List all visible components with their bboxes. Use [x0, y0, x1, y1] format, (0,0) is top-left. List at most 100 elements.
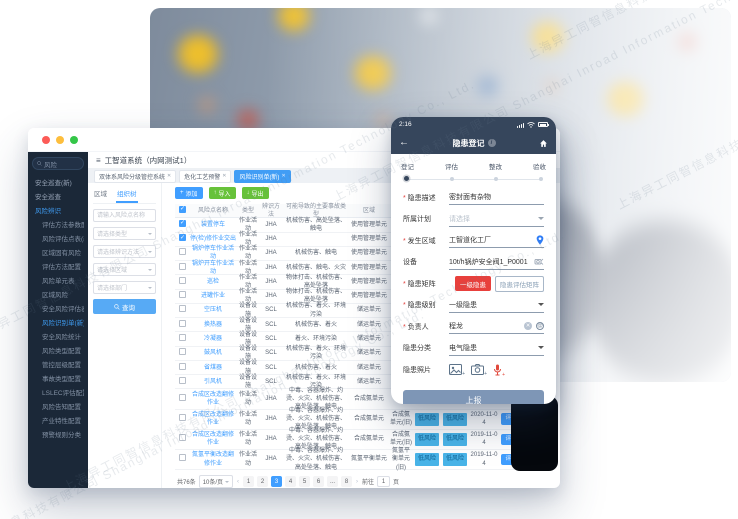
risk-point-link[interactable]: 锅炉停车作业活动 — [191, 246, 234, 261]
risk-point-link[interactable]: 合成区改造翻修作业 — [191, 412, 234, 427]
level-select[interactable]: 一级隐患 — [449, 298, 544, 313]
filter-select[interactable]: 请选择部门 — [93, 281, 156, 294]
close-tab-icon[interactable]: ✕ — [281, 173, 286, 179]
sidebar-item[interactable]: 事故类型配置 — [32, 371, 84, 385]
row-checkbox[interactable] — [178, 434, 186, 442]
sidebar-item[interactable]: 区域风险 — [32, 287, 84, 301]
risk-point-link[interactable]: 装置停车 — [200, 221, 225, 228]
workspace-tab[interactable]: 危化工艺预警 ✕ — [179, 169, 232, 183]
sidebar-item[interactable]: 区域固有风险 — [32, 245, 84, 259]
row-checkbox[interactable] — [178, 291, 186, 299]
minimize-window-icon[interactable] — [56, 135, 64, 144]
row-checkbox[interactable] — [178, 414, 186, 422]
submit-button[interactable]: 上报 — [403, 389, 544, 404]
risk-point-link[interactable]: 鼓风机 — [203, 350, 222, 357]
contact-picker-icon[interactable]: @ — [536, 322, 544, 331]
record-audio-icon[interactable] — [493, 364, 505, 378]
maximize-window-icon[interactable] — [70, 135, 78, 144]
evaluate-button[interactable]: 评估 — [501, 413, 521, 425]
row-checkbox[interactable] — [178, 219, 186, 227]
risk-point-link[interactable]: 空压机 — [203, 307, 222, 314]
page-number-button[interactable]: 5 — [299, 476, 311, 488]
sidebar-item[interactable]: 安全巡查 — [32, 189, 84, 203]
filter-tab[interactable]: 组织树 — [116, 186, 138, 203]
row-checkbox[interactable] — [178, 348, 186, 356]
next-page-button[interactable]: › — [356, 478, 359, 485]
plan-select[interactable]: 请选择 — [449, 212, 544, 227]
page-number-button[interactable]: 4 — [285, 476, 297, 488]
risk-point-link[interactable]: 锅炉开车作业活动 — [191, 260, 234, 275]
close-tab-icon[interactable]: ✕ — [167, 173, 172, 179]
risk-point-link[interactable]: 氮氢平衡改造翻修作业 — [191, 452, 234, 467]
filter-select[interactable]: 请选择辨识方法 — [93, 245, 156, 258]
add-photo-icon[interactable] — [449, 364, 465, 377]
page-number-button[interactable]: 6 — [313, 476, 325, 488]
sidebar-item[interactable]: 风险辨识 — [32, 203, 84, 217]
info-icon[interactable]: i — [487, 139, 496, 147]
sidebar-item[interactable]: 评估方法参数配置 — [32, 217, 84, 231]
take-photo-icon[interactable] — [471, 364, 487, 377]
filter-select[interactable]: 请选择类型 — [93, 227, 156, 240]
menu-icon[interactable]: ≡ — [96, 155, 101, 165]
row-checkbox[interactable] — [178, 362, 186, 370]
risk-point-link[interactable]: 换热器 — [203, 321, 222, 328]
page-number-button[interactable]: 3 — [271, 476, 283, 488]
risk-point-link[interactable]: 引风机 — [203, 378, 222, 385]
risk-point-link[interactable]: 巡检 — [206, 278, 219, 285]
device-picker[interactable]: 10t/h锅炉安全阀1_P0001 — [449, 255, 544, 270]
owner-input[interactable]: 程龙 ✕ @ — [449, 319, 544, 335]
hazard-description-input[interactable]: 密封面有杂物 — [449, 190, 544, 206]
sidebar-search-input[interactable]: 风险 — [32, 157, 84, 170]
risk-point-link[interactable]: 合成区改造翻修作业 — [191, 391, 234, 407]
risk-point-name-input[interactable] — [93, 209, 156, 222]
sidebar-item[interactable]: 安全风险评估表 — [32, 301, 84, 315]
sidebar-item[interactable]: 风险评估点表(新) — [32, 231, 84, 245]
evaluate-button[interactable]: 评估 — [501, 433, 521, 446]
page-number-button[interactable]: 1 — [243, 476, 255, 488]
sidebar-item[interactable]: 管控层级配置 — [32, 357, 84, 371]
sidebar-item[interactable]: 风险类型配置 — [32, 343, 84, 357]
page-size-select[interactable]: 10条/页 — [198, 475, 234, 488]
workspace-tab[interactable]: 风险识别单(新) ✕ — [234, 169, 291, 183]
goto-page-input[interactable]: 1 — [377, 476, 391, 488]
workspace-tab[interactable]: 双体系风险分级管控系统 ✕ — [94, 169, 177, 183]
page-number-button[interactable]: 8 — [341, 476, 353, 488]
row-checkbox[interactable] — [178, 319, 186, 327]
prev-page-button[interactable]: ‹ — [237, 478, 240, 485]
filter-select[interactable]: 请选择区域 — [93, 263, 156, 276]
row-checkbox[interactable] — [178, 454, 186, 462]
row-checkbox[interactable] — [178, 376, 186, 384]
export-button[interactable]: ↓ 导出 — [241, 187, 269, 199]
sidebar-item[interactable]: 安全巡查(新) — [32, 175, 84, 189]
sidebar-item[interactable]: 风险告知配置 — [32, 399, 84, 413]
home-icon[interactable] — [539, 139, 548, 148]
back-icon[interactable]: ← — [399, 137, 409, 148]
sidebar-item[interactable]: 风险单元表 — [32, 273, 84, 287]
close-window-icon[interactable] — [42, 135, 50, 144]
risk-point-link[interactable]: 省煤器 — [203, 364, 222, 371]
filter-tab[interactable]: 区域 — [94, 191, 107, 198]
query-button[interactable]: 查询 — [93, 299, 156, 314]
row-checkbox[interactable] — [178, 276, 186, 284]
risk-point-link[interactable]: 进罐作业 — [200, 293, 225, 300]
row-checkbox[interactable] — [178, 262, 186, 270]
risk-point-link[interactable]: 冷凝器 — [203, 335, 222, 342]
page-number-button[interactable]: ... — [327, 476, 339, 488]
area-picker[interactable]: 工智道化工厂 — [449, 233, 544, 249]
sidebar-item[interactable]: LSLEC评估配置 — [32, 385, 84, 399]
category-select[interactable]: 电气隐患 — [449, 341, 544, 356]
row-checkbox[interactable] — [178, 393, 186, 401]
risk-point-link[interactable]: 停(检)修作业交出 — [190, 236, 236, 243]
location-pin-icon[interactable] — [536, 235, 544, 245]
row-checkbox[interactable] — [178, 305, 186, 313]
clear-icon[interactable]: ✕ — [524, 322, 532, 331]
add-button[interactable]: + 添加 — [175, 187, 203, 199]
sidebar-item[interactable]: 安全风险统计 — [32, 329, 84, 343]
sidebar-item[interactable]: 预警规则分类 — [32, 427, 84, 441]
page-number-button[interactable]: 2 — [257, 476, 269, 488]
import-button[interactable]: ↑ 导入 — [208, 187, 236, 199]
risk-point-link[interactable]: 合成区改造翻修作业 — [191, 432, 234, 447]
row-checkbox[interactable] — [178, 248, 186, 256]
sidebar-item[interactable]: 评估方法配置 — [32, 259, 84, 273]
equipment-icon[interactable] — [534, 257, 544, 266]
